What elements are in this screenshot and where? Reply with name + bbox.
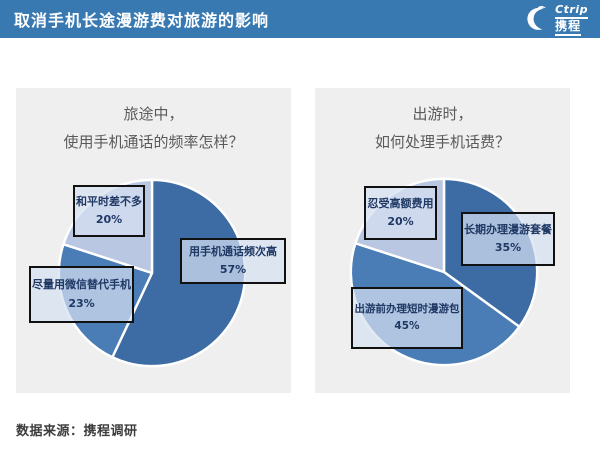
- ctrip-dolphin-logo-icon: [523, 4, 551, 36]
- callout-shortterm-roaming-package: 出游前办理短时漫游包 45%: [351, 287, 463, 349]
- callout-value: 45%: [394, 320, 420, 332]
- callout-label: 出游前办理短时漫游包: [354, 302, 460, 315]
- callout-value: 35%: [494, 241, 522, 254]
- callout-label: 用手机通话频次高: [189, 244, 277, 258]
- callout-same-as-usual: 和平时差不多 20%: [73, 185, 145, 237]
- callout-high-call-frequency: 用手机通话频次高 57%: [180, 238, 286, 284]
- callout-value: 20%: [387, 215, 414, 228]
- ctrip-wordmark-zh: 携程: [555, 19, 582, 37]
- data-source-note: 数据来源：携程调研: [16, 424, 138, 439]
- callout-label: 和平时差不多: [76, 194, 142, 208]
- ctrip-wordmark: Ctrip 携程: [555, 3, 588, 37]
- chart-title-left-line1: 旅途中，: [123, 105, 184, 123]
- pie-slice: [111, 178, 247, 368]
- callout-label: 长期办理漫游套餐: [464, 222, 552, 236]
- chart-title-right-line2: 如何处理手机话费？: [374, 133, 510, 151]
- chart-panel-call-frequency: 旅途中， 使用手机通话的频率怎样？ 用手机通话频次高 57% 尽量用微信替代手机…: [16, 88, 291, 393]
- chart-title-right-line1: 出游时，: [412, 105, 473, 123]
- chart-title-left-line2: 使用手机通话的频率怎样？: [63, 133, 244, 151]
- header-bar: 取消手机长途漫游费对旅游的影响 Ctrip 携程: [0, 0, 600, 38]
- ctrip-logo: Ctrip 携程: [523, 3, 588, 37]
- callout-longterm-roaming-plan: 长期办理漫游套餐 35%: [461, 212, 555, 266]
- page-title: 取消手机长途漫游费对旅游的影响: [14, 11, 270, 30]
- chart-title-left: 旅途中， 使用手机通话的频率怎样？: [16, 88, 291, 156]
- chart-panel-phone-bill: 出游时， 如何处理手机话费？ 长期办理漫游套餐 35% 出游前办理短时漫游包 4…: [315, 88, 570, 393]
- ctrip-wordmark-en: Ctrip: [555, 3, 588, 19]
- callout-label: 忍受高额费用: [367, 196, 434, 210]
- callout-value: 57%: [219, 263, 247, 276]
- callout-endure-high-fees: 忍受高额费用 20%: [364, 186, 437, 240]
- callout-value: 23%: [68, 296, 95, 310]
- chart-title-right: 出游时， 如何处理手机话费？: [315, 88, 570, 156]
- callout-value: 20%: [95, 213, 123, 226]
- callout-label: 尽量用微信替代手机: [32, 278, 131, 292]
- callout-use-wechat-instead: 尽量用微信替代手机 23%: [29, 266, 134, 323]
